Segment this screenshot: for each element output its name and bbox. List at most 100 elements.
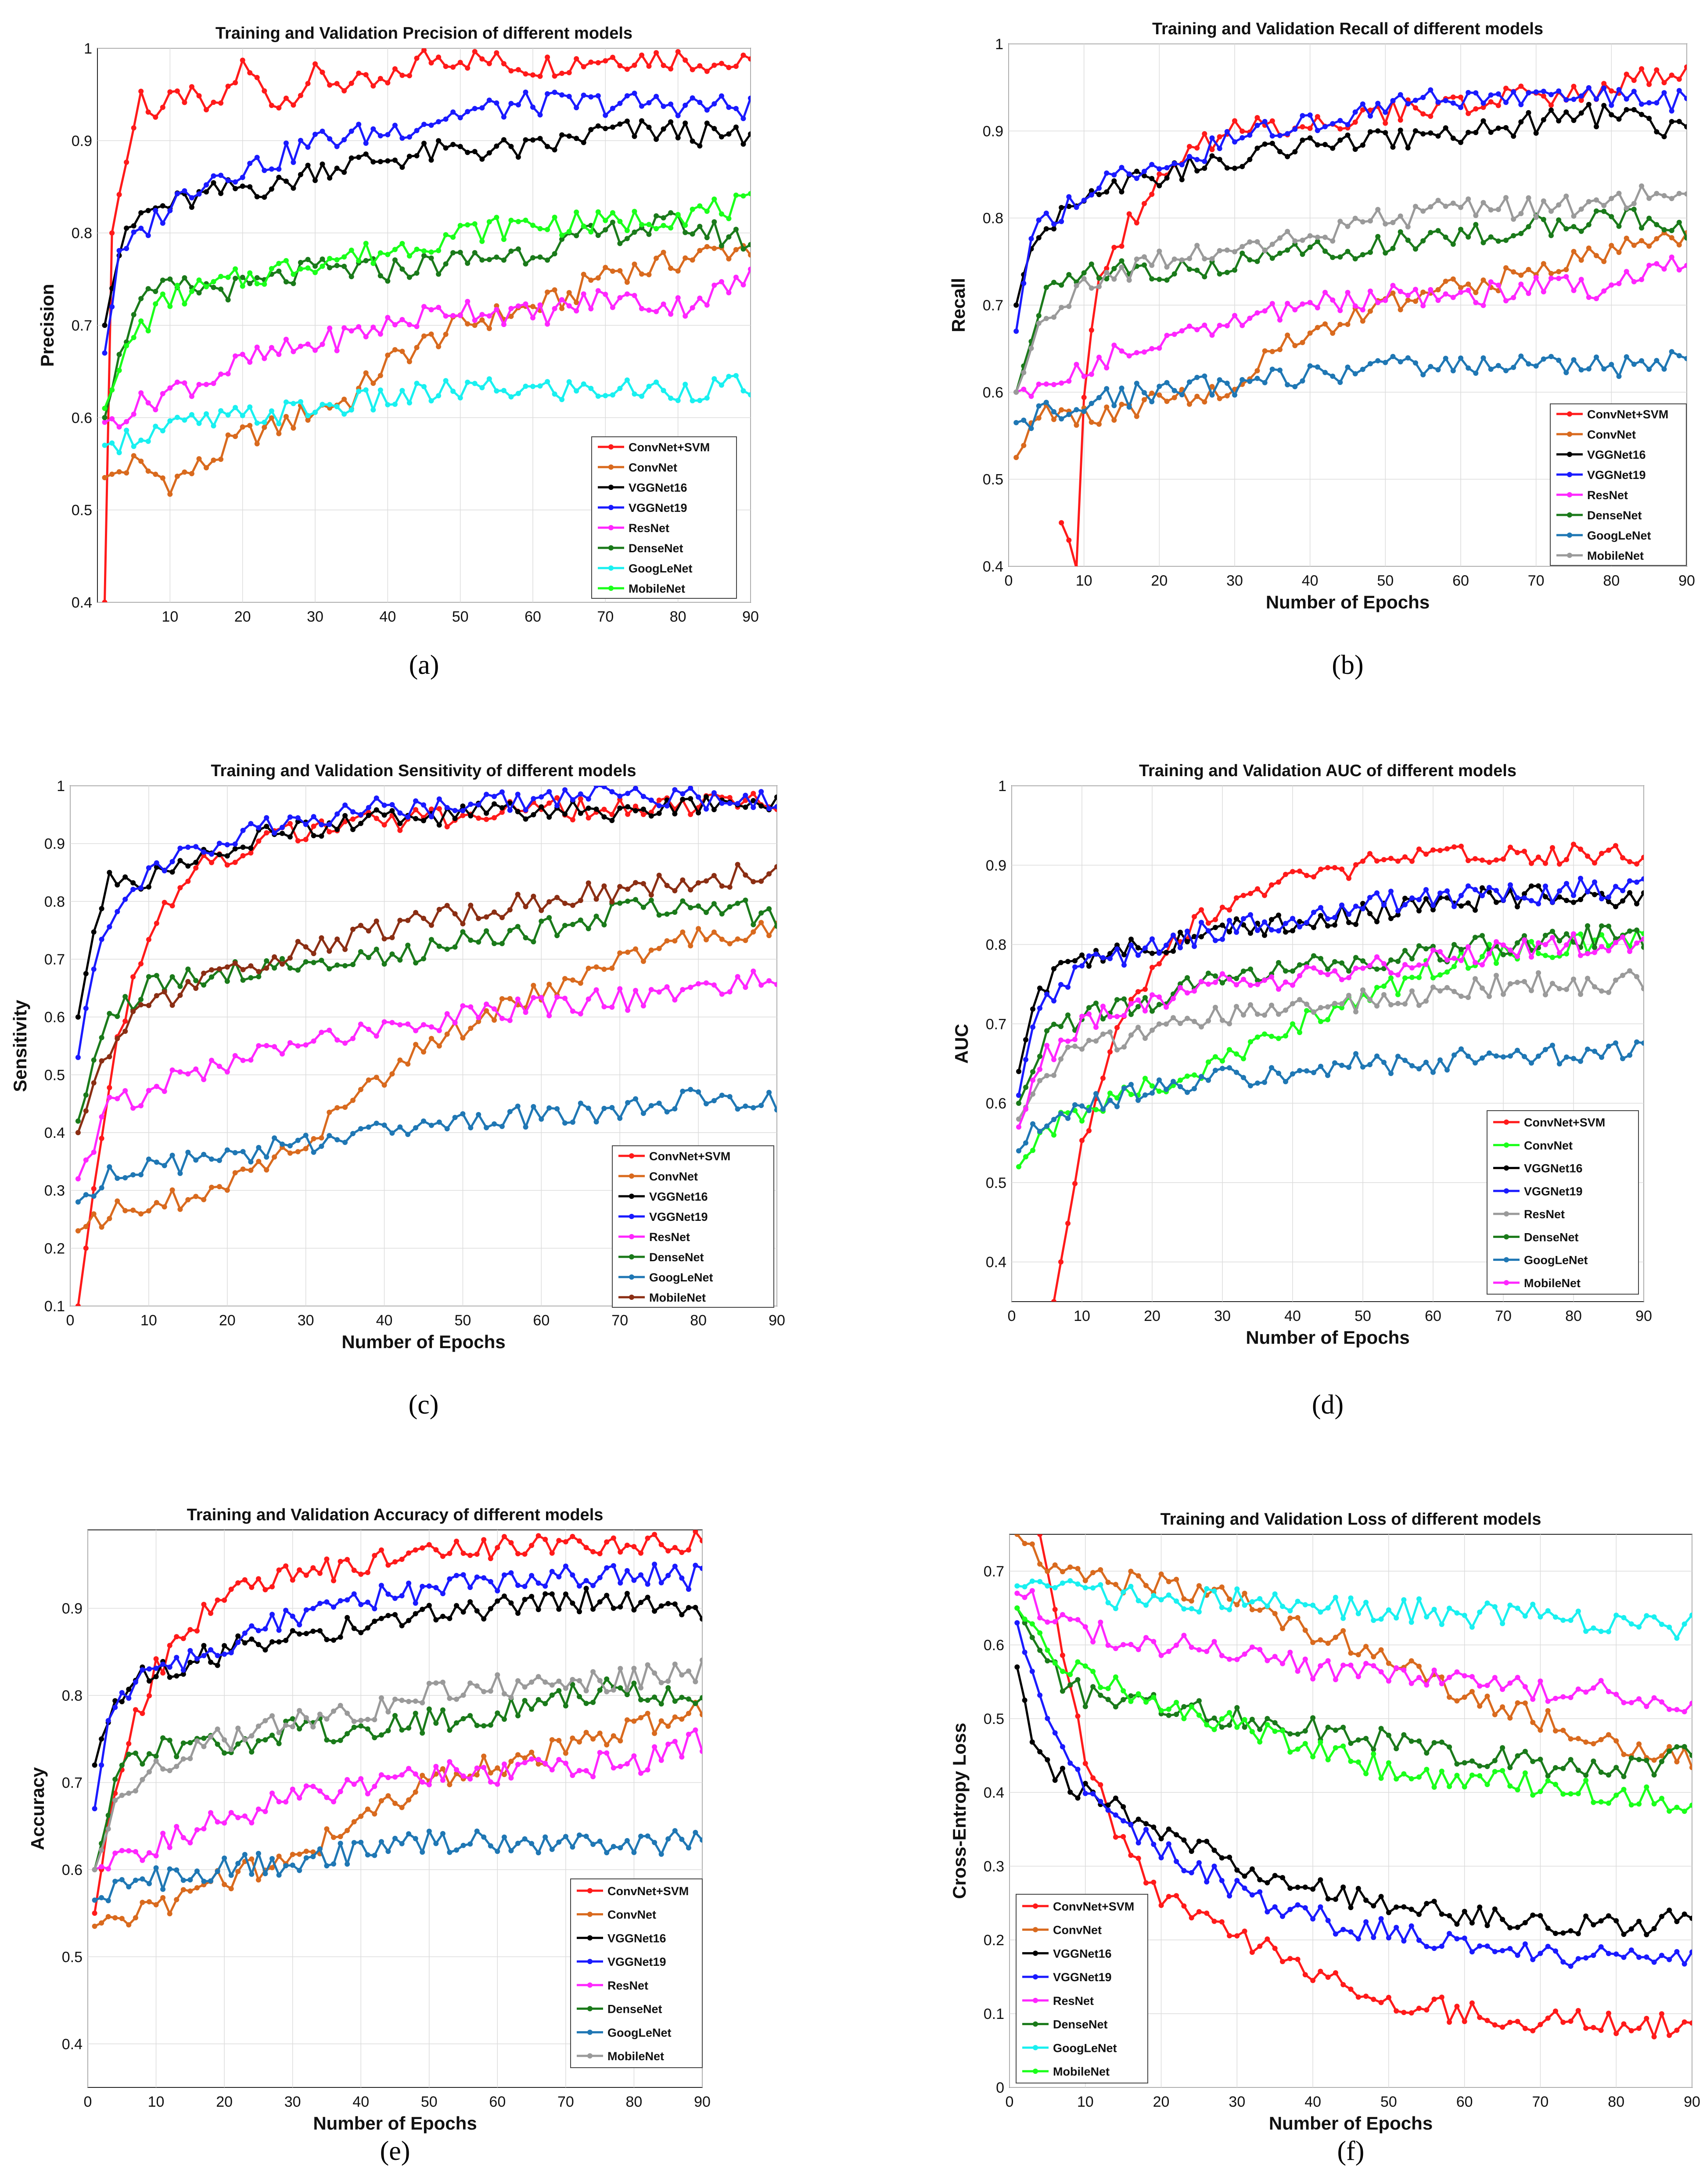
data-point: [1232, 139, 1237, 145]
y-tick-label: 0.3: [44, 1183, 65, 1199]
data-point: [378, 1583, 384, 1588]
data-point: [577, 1678, 582, 1684]
data-point: [652, 1744, 657, 1750]
data-point: [358, 1572, 364, 1577]
data-point: [1262, 1012, 1267, 1018]
data-point: [1277, 250, 1283, 256]
data-point: [675, 135, 681, 140]
data-point: [242, 1852, 248, 1857]
data-point: [169, 1067, 175, 1073]
data-point: [1028, 425, 1034, 431]
data-point: [1368, 288, 1373, 294]
data-point: [1616, 116, 1622, 122]
data-point: [138, 437, 144, 443]
data-point: [320, 342, 325, 347]
data-point: [1395, 1054, 1401, 1059]
data-point: [133, 1707, 138, 1713]
data-point: [1487, 860, 1492, 865]
data-point: [291, 349, 296, 354]
data-point: [556, 1738, 562, 1743]
data-point: [1234, 1657, 1240, 1662]
x-tick-label: 80: [1565, 1308, 1582, 1324]
data-point: [1381, 902, 1387, 908]
data-point: [232, 860, 238, 865]
data-point: [748, 56, 751, 62]
data-point: [1157, 994, 1162, 1000]
data-point: [1360, 906, 1365, 911]
data-point: [1639, 358, 1644, 363]
data-point: [1458, 140, 1463, 145]
data-point: [700, 1712, 702, 1717]
data-point: [1157, 248, 1162, 254]
data-point: [652, 1532, 657, 1537]
data-point: [1315, 364, 1320, 370]
data-point: [392, 1774, 398, 1780]
data-point: [1211, 1864, 1217, 1869]
data-point: [248, 975, 254, 981]
data-point: [696, 794, 701, 800]
data-point: [272, 1154, 277, 1160]
data-point: [440, 1680, 446, 1685]
data-point: [1114, 997, 1120, 1003]
data-point: [632, 133, 637, 139]
data-point: [1408, 1907, 1414, 1912]
data-point: [1311, 1070, 1316, 1076]
data-point: [1181, 1606, 1187, 1612]
data-point: [1624, 107, 1629, 112]
data-point: [1487, 951, 1492, 957]
data-point: [167, 418, 173, 424]
data-point: [91, 1080, 97, 1086]
data-point: [460, 1003, 466, 1009]
x-tick-label: 50: [1354, 1308, 1371, 1324]
data-point: [1255, 928, 1260, 933]
data-point: [366, 1124, 371, 1130]
data-point: [618, 1763, 623, 1769]
data-point: [652, 1608, 657, 1614]
data-point: [313, 270, 318, 275]
data-point: [1360, 965, 1365, 971]
data-point: [570, 903, 575, 908]
data-point: [611, 1687, 616, 1693]
data-point: [1292, 238, 1298, 244]
data-point: [472, 323, 478, 328]
data-point: [1459, 946, 1464, 952]
data-point: [413, 1042, 419, 1047]
data-point: [1549, 107, 1554, 113]
data-point: [484, 817, 489, 822]
data-point: [406, 1550, 412, 1556]
data-point: [327, 829, 332, 835]
data-point: [324, 1737, 330, 1743]
data-point: [1310, 1978, 1316, 1983]
data-point: [311, 1038, 316, 1044]
data-point: [341, 263, 347, 269]
data-point: [546, 789, 552, 795]
legend-marker: [587, 2006, 593, 2011]
data-point: [450, 313, 456, 318]
data-point: [1043, 210, 1049, 216]
data-point: [303, 944, 309, 950]
data-point: [618, 1549, 623, 1555]
data-point: [601, 786, 607, 789]
data-point: [1473, 976, 1478, 982]
data-point: [1494, 888, 1499, 893]
data-point: [1492, 1949, 1498, 1954]
data-point: [392, 1559, 398, 1565]
data-point: [436, 806, 442, 812]
data-point: [549, 1846, 555, 1852]
data-point: [91, 1057, 97, 1063]
data-point: [457, 115, 463, 121]
data-point: [1254, 145, 1260, 151]
data-point: [688, 985, 693, 990]
data-point: [472, 317, 478, 323]
data-point: [204, 107, 209, 112]
data-point: [1473, 887, 1478, 892]
panel-caption: (c): [409, 1390, 439, 1420]
data-point: [726, 65, 732, 70]
legend: [591, 436, 737, 599]
data-point: [1111, 172, 1117, 178]
data-point: [1241, 1056, 1246, 1061]
data-point: [324, 1556, 330, 1562]
data-point: [1500, 1704, 1505, 1710]
data-point: [283, 258, 289, 263]
data-point: [690, 206, 695, 212]
